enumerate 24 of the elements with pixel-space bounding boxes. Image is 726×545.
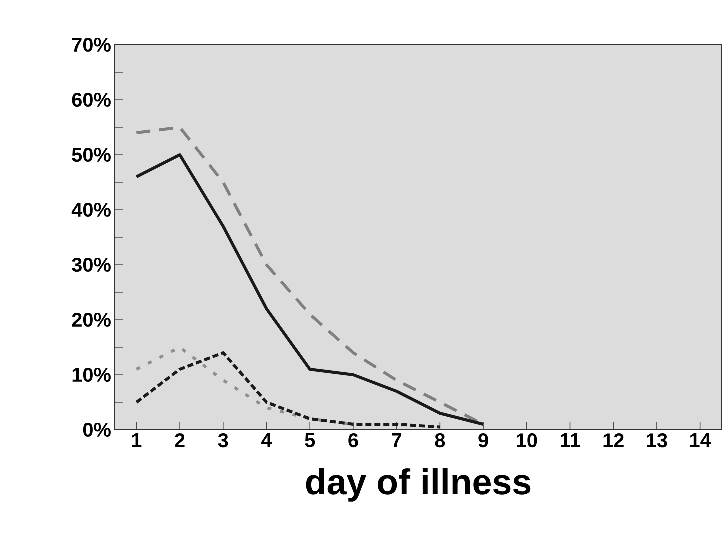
x-tick-label: 9 — [478, 434, 488, 448]
y-tick-label: 30% — [72, 258, 111, 272]
x-axis-title: day of illness — [306, 468, 531, 502]
x-tick-label: 4 — [262, 434, 272, 448]
x-tick-label: 2 — [175, 434, 185, 448]
x-tick-label: 1 — [132, 434, 142, 448]
x-tick-label: 8 — [435, 434, 446, 448]
x-tick-label: 6 — [348, 434, 358, 448]
x-tick-label: 7 — [392, 434, 402, 448]
line-series — [135, 352, 442, 429]
x-tick-label: 10 — [517, 434, 538, 448]
x-tick-label: 14 — [690, 434, 712, 448]
y-tick-label: 60% — [72, 92, 111, 108]
x-tick-label: 12 — [604, 434, 624, 448]
y-tick-label: 20% — [72, 312, 111, 328]
y-tick-label: 40% — [72, 202, 111, 218]
y-tick-label: 50% — [72, 148, 111, 162]
y-tick-label: 10% — [72, 368, 111, 382]
y-tick-label: 0% — [83, 422, 111, 438]
x-tick-label: 5 — [305, 434, 316, 448]
y-tick-label: 70% — [72, 38, 111, 52]
x-tick-label: 13 — [647, 434, 668, 448]
x-tick-label: 11 — [560, 434, 580, 448]
x-tick-label: 3 — [218, 434, 228, 448]
